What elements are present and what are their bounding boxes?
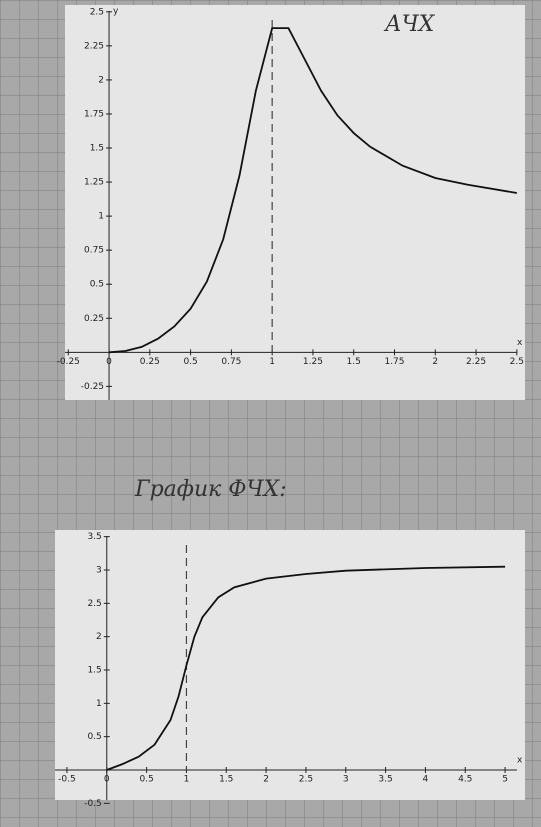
x-tick-label: 2 bbox=[263, 775, 269, 785]
y-tick-label: 2 bbox=[98, 75, 104, 85]
chart-panel bbox=[65, 5, 525, 400]
x-tick-label: 3.5 bbox=[378, 775, 392, 785]
y-tick-label: 1 bbox=[96, 699, 102, 709]
x-axis-label: x bbox=[517, 338, 523, 348]
y-tick-label: 0.5 bbox=[90, 280, 104, 290]
data-line bbox=[106, 565, 506, 771]
y-tick-label: -0.25 bbox=[81, 382, 104, 392]
x-tick-label: 0.75 bbox=[221, 357, 241, 367]
chart-title: График ФЧХ: bbox=[134, 477, 287, 502]
y-tick-label: 1 bbox=[98, 212, 104, 222]
chart-title: АЧХ bbox=[383, 12, 436, 37]
x-tick-label: 2.5 bbox=[299, 775, 313, 785]
x-tick-label: -0.5 bbox=[58, 775, 76, 785]
x-tick-label: 0.25 bbox=[140, 357, 160, 367]
x-tick-label: 0.5 bbox=[183, 357, 197, 367]
y-tick-label: 3.5 bbox=[87, 532, 101, 542]
y-tick-label: 1.5 bbox=[90, 144, 104, 154]
x-tick-label: 4 bbox=[423, 775, 429, 785]
x-tick-label: 1.5 bbox=[347, 357, 361, 367]
x-tick-label: 2.5 bbox=[510, 357, 524, 367]
chart-panel bbox=[55, 530, 525, 800]
y-tick-label: 2 bbox=[96, 632, 102, 642]
y-tick-label: -0.5 bbox=[84, 799, 102, 809]
data-line bbox=[108, 27, 517, 354]
y-tick-label: 1.25 bbox=[84, 178, 104, 188]
y-tick-label: 1.5 bbox=[87, 666, 101, 676]
y-tick-label: 2.5 bbox=[87, 599, 101, 609]
x-tick-label: -0.25 bbox=[57, 357, 80, 367]
x-axis-label: x bbox=[517, 756, 523, 766]
x-tick-label: 0 bbox=[106, 357, 112, 367]
x-tick-label: 2.25 bbox=[466, 357, 486, 367]
x-tick-label: 3 bbox=[343, 775, 349, 785]
x-tick-label: 1.5 bbox=[219, 775, 233, 785]
x-tick-label: 1 bbox=[184, 775, 190, 785]
y-tick-label: 2.25 bbox=[84, 41, 104, 51]
x-tick-label: 0 bbox=[104, 775, 110, 785]
x-tick-label: 2 bbox=[432, 357, 438, 367]
x-tick-label: 1.25 bbox=[303, 357, 323, 367]
y-tick-label: 0.75 bbox=[84, 246, 104, 256]
y-tick-label: 3 bbox=[96, 566, 102, 576]
y-tick-label: 0.5 bbox=[87, 732, 101, 742]
y-tick-label: 2.5 bbox=[90, 7, 104, 17]
x-tick-label: 5 bbox=[502, 775, 508, 785]
y-axis-label: y bbox=[113, 7, 119, 17]
x-tick-label: 4.5 bbox=[458, 775, 472, 785]
x-tick-label: 1 bbox=[269, 357, 275, 367]
y-tick-label: 0.25 bbox=[84, 314, 104, 324]
x-tick-label: 1.75 bbox=[384, 357, 404, 367]
x-tick-label: 0.5 bbox=[139, 775, 153, 785]
y-tick-label: 1.75 bbox=[84, 109, 104, 119]
